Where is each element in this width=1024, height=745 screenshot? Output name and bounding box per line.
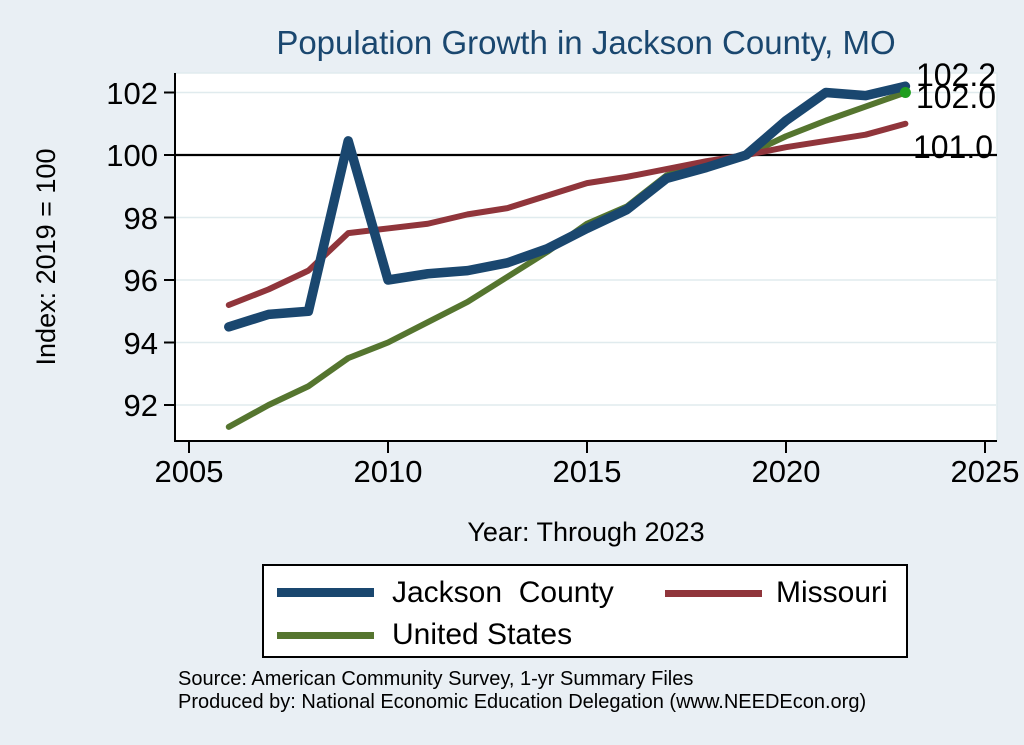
x-tick-label-2025: 2025	[950, 454, 1020, 489]
chart-title: Population Growth in Jackson County, MO	[276, 24, 896, 61]
x-tick-label-2010: 2010	[353, 454, 423, 489]
y-tick-label-92: 92	[123, 388, 158, 423]
y-tick-label-100: 100	[106, 138, 158, 173]
legend-label-jackson-county: Jackson County	[392, 576, 614, 609]
end-value-label-jackson-county: 102.2	[915, 57, 997, 93]
series-line-jackson-county	[224, 81, 911, 332]
legend-swatch-missouri	[665, 590, 762, 597]
y-tick-label-98: 98	[123, 200, 158, 236]
y-tick-label-96: 96	[123, 263, 158, 298]
y-tick-label-102: 102	[106, 75, 158, 111]
source-note: Source: American Community Survey, 1-yr …	[178, 668, 694, 690]
x-tick-label-2020: 2020	[751, 454, 821, 489]
plot-background	[174, 72, 998, 442]
legend-label-united-states: United States	[392, 618, 573, 651]
legend: Jackson County Missouri United States	[262, 564, 908, 658]
x-tick-label-2005: 2005	[154, 454, 224, 489]
legend-label-missouri: Missouri	[776, 576, 888, 609]
y-tick-label-94: 94	[123, 325, 158, 361]
x-axis-title: Year: Through 2023	[467, 517, 705, 547]
end-value-label-united-states: 102.0	[915, 79, 997, 115]
produced-by-note: Produced by: National Economic Education…	[178, 691, 867, 713]
end-marker-united-states	[899, 87, 911, 98]
y-axis-title: Index: 2019 = 100	[31, 148, 61, 366]
series-line-missouri	[225, 120, 909, 308]
end-value-label-missouri: 101.0	[912, 129, 994, 165]
legend-swatch-united-states	[277, 632, 374, 639]
legend-swatch-jackson-county	[277, 588, 374, 597]
x-tick-label-2015: 2015	[552, 454, 622, 489]
